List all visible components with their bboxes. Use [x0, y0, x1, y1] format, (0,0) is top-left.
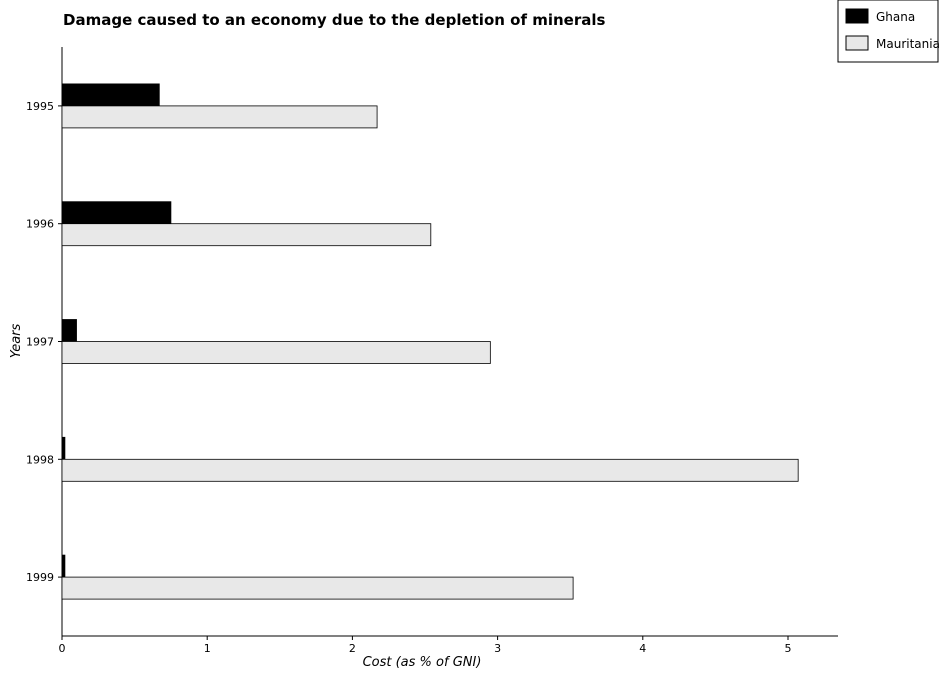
bar-ghana-1996	[61, 201, 172, 225]
chart-title: Damage caused to an economy due to the d…	[63, 11, 605, 29]
y-tick-label: 1999	[26, 571, 54, 584]
bar-mauritania-1995	[61, 105, 378, 129]
x-ticks: 0 1 2 3 4 5	[59, 636, 792, 655]
bar-mauritania-1996	[61, 223, 432, 247]
y-tick-label: 1998	[26, 453, 54, 466]
legend-label-ghana: Ghana	[876, 10, 915, 24]
bar-ghana-1995	[61, 83, 160, 107]
x-tick-label: 2	[349, 642, 356, 655]
legend-swatch-ghana	[845, 8, 869, 24]
y-tick-label: 1997	[26, 336, 54, 349]
bar-ghana-1999	[61, 554, 66, 578]
bar-mauritania-1997	[61, 341, 491, 364]
plot-area: 1995 1996 1997 1998 1999 0 1 2 3 4 5	[26, 47, 838, 655]
bars	[61, 83, 799, 600]
legend: Ghana Mauritania	[837, 0, 939, 63]
bar-mauritania-1999	[61, 576, 574, 600]
y-tick-label: 1995	[26, 100, 54, 113]
legend-swatch-mauritania	[845, 35, 869, 51]
x-tick-label: 1	[204, 642, 211, 655]
y-ticks: 1995 1996 1997 1998 1999	[26, 100, 62, 584]
x-axis-label: Cost (as % of GNI)	[363, 655, 482, 670]
bar-ghana-1997	[61, 319, 77, 342]
x-tick-label: 3	[494, 642, 501, 655]
x-tick-label: 4	[639, 642, 646, 655]
legend-label-mauritania: Mauritania	[876, 37, 939, 51]
y-tick-label: 1996	[26, 218, 54, 231]
x-tick-label: 0	[59, 642, 66, 655]
bar-ghana-1998	[61, 436, 66, 460]
x-tick-label: 5	[785, 642, 792, 655]
bar-mauritania-1998	[61, 458, 799, 482]
y-axis-label: Years	[9, 323, 24, 358]
